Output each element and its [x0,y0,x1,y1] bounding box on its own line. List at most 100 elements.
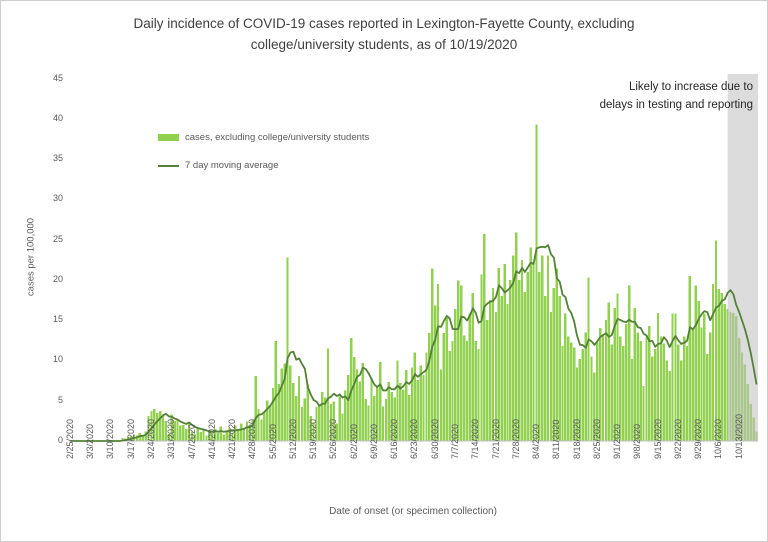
daily-cases-bar [653,349,657,441]
daily-cases-bar [263,412,266,441]
x-tick-label: 9/1/2020 [612,424,624,507]
daily-cases-bar [639,341,642,441]
daily-cases-bar [300,407,304,441]
legend-item-moving-average: 7 day moving average [158,160,369,171]
daily-cases-bar [176,419,179,441]
daily-cases-bar [494,312,498,441]
daily-cases-bar [378,362,382,441]
x-tick-label: 6/30/2020 [430,419,442,507]
x-tick-label: 6/9/2020 [369,424,381,507]
daily-cases-bar [341,413,344,441]
daily-cases-bar [474,341,477,441]
daily-cases-bar [645,336,648,441]
daily-cases-bar [283,363,286,441]
daily-cases-bar [636,332,639,441]
daily-cases-bar [199,432,202,441]
daily-cases-bar [433,305,437,441]
y-tick-label: 40 [52,112,63,123]
y-tick-label: 30 [52,193,63,204]
daily-cases-bar [575,367,579,441]
y-tick-label: 0 [57,435,63,445]
daily-cases-bar [286,257,289,441]
daily-cases-bar [711,283,715,441]
daily-cases-bar [228,428,231,441]
daily-cases-bar [682,336,686,441]
daily-cases-bar [257,408,260,441]
daily-cases-bar [364,399,367,441]
daily-cases-bar [196,427,199,441]
daily-cases-bar [465,341,469,441]
legend-bar-swatch [158,134,179,141]
x-tick-label: 10/13/2020 [734,414,746,507]
daily-cases-bar [671,313,674,441]
daily-cases-bar [211,433,214,441]
daily-cases-bar [488,300,492,441]
daily-cases-bar [529,247,532,441]
daily-cases-bar [425,352,428,441]
daily-cases-bar [625,324,628,441]
daily-cases-bar [700,327,703,441]
daily-cases-bar [266,400,269,441]
daily-cases-bar [167,433,170,441]
x-tick-label: 7/28/2020 [511,419,523,507]
daily-cases-bar [419,365,422,441]
daily-cases-bar [460,285,463,441]
daily-cases-bar [532,263,535,441]
daily-cases-bar [552,287,555,441]
daily-cases-bar [358,381,362,441]
daily-cases-bar [185,428,188,441]
daily-cases-bar [393,397,396,441]
daily-cases-bar [572,347,576,441]
legend: cases, excluding college/university stud… [158,132,369,188]
daily-cases-bar [471,292,474,441]
daily-cases-bar [321,391,324,441]
daily-cases-bar [274,341,278,441]
daily-cases-bar [500,296,503,441]
daily-cases-bar [506,304,509,441]
daily-cases-bar [538,271,541,441]
daily-cases-bar [616,293,619,441]
x-tick-label: 9/8/2020 [632,424,644,507]
daily-cases-bar [248,426,252,441]
daily-cases-bar [289,365,292,441]
daily-cases-bar [517,279,521,441]
x-tick-label: 3/10/2020 [105,418,116,459]
daily-cases-bar [150,411,153,441]
x-tick-label: 2/25/2020 [64,418,75,459]
annotation-delays-note: Likely to increase due to delays in test… [599,81,753,112]
y-axis-title: cases per 100,000 [25,217,37,297]
x-tick-label: 6/16/2020 [389,419,401,507]
daily-cases-bar [706,354,709,441]
daily-cases-bar [312,422,315,441]
daily-cases-bar [627,285,631,441]
daily-cases-bar [297,375,301,441]
moving-average-line [70,244,758,442]
daily-cases-bar [161,416,165,441]
daily-cases-bar [361,362,364,441]
daily-cases-bar [526,271,529,441]
daily-cases-bar [581,349,584,441]
daily-cases-bar [714,240,718,441]
daily-cases-bar [439,369,443,441]
daily-cases-bar [121,437,124,441]
y-tick-label: 20 [52,273,63,284]
daily-cases-bar [680,360,683,441]
daily-cases-bar [604,320,608,441]
legend-bar-label: cases, excluding college/university stud… [185,132,370,143]
daily-cases-bar [688,275,692,441]
daily-cases-bar [141,436,144,441]
x-axis-title: Date of onset (or specimen collection) [329,506,497,517]
daily-cases-bar [442,333,445,441]
daily-cases-bar [630,358,634,441]
x-tick-label: 4/14/2020 [207,419,219,507]
daily-cases-bar [659,336,663,441]
daily-cases-bar [587,277,590,441]
daily-cases-bar [381,406,385,441]
daily-cases-bar [147,416,150,441]
daily-cases-bar [376,386,379,441]
x-tick-label: 8/18/2020 [572,419,584,507]
daily-cases-bar [535,124,538,442]
x-tick-label: 7/7/2020 [450,424,462,507]
x-tick-label: 8/4/2020 [531,424,543,507]
